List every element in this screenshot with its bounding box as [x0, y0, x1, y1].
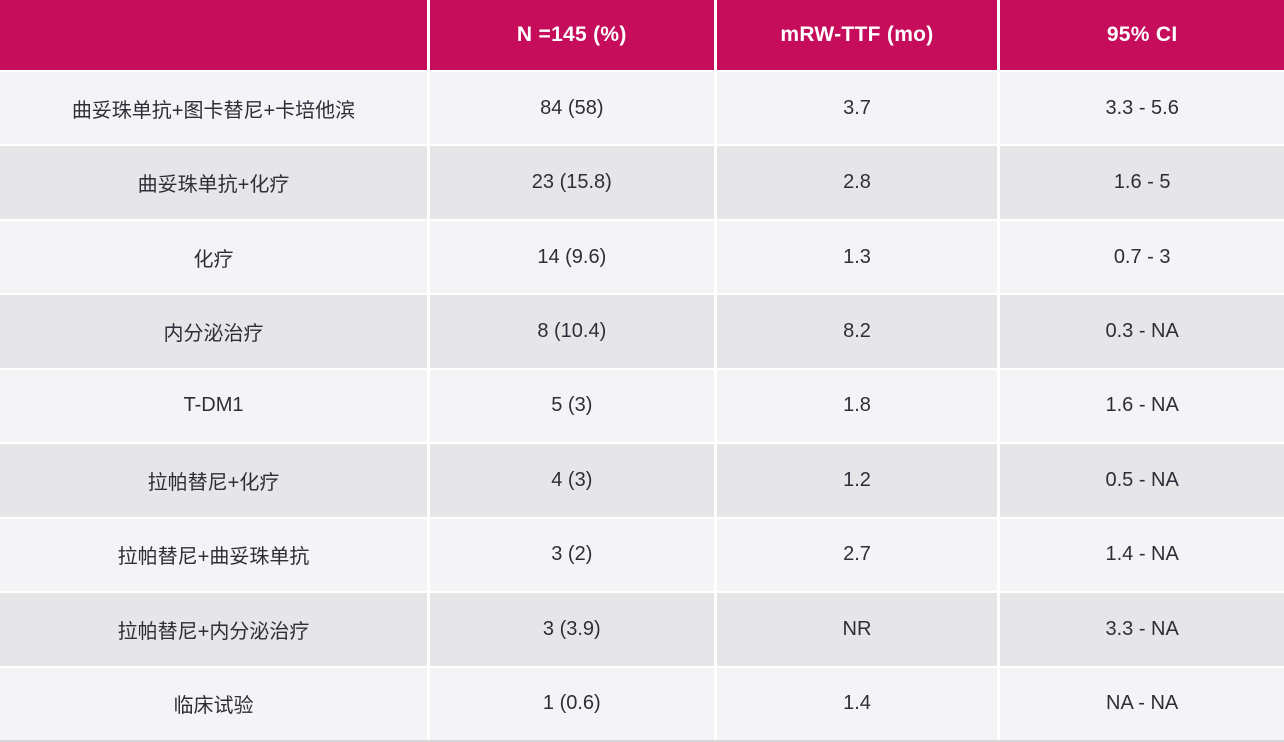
ci-value-cell: 1.6 - 5 [1000, 146, 1284, 219]
column-header-therapy [0, 0, 427, 70]
n-value-cell: 84 (58) [429, 72, 714, 145]
ci-value-cell: 0.7 - 3 [1000, 220, 1284, 294]
therapy-name-cell: T-DM1 [0, 369, 427, 443]
mrw-ttf-value-cell: 2.7 [716, 518, 998, 592]
mrw-ttf-value-cell: 2.8 [716, 146, 998, 219]
ci-value-cell: 3.3 - 5.6 [1000, 72, 1284, 145]
n-value-cell: 1 (0.6) [429, 667, 714, 740]
n-value-cell: 14 (9.6) [429, 220, 714, 294]
ci-value-cell: 0.3 - NA [1000, 295, 1284, 368]
therapy-name-cell: 内分泌治疗 [0, 295, 427, 368]
mrw-ttf-value-cell: 1.4 [716, 667, 998, 740]
therapy-name-cell: 曲妥珠单抗+化疗 [0, 146, 427, 219]
ci-value-cell: NA - NA [1000, 667, 1284, 740]
mrw-ttf-value-cell: NR [716, 593, 998, 666]
mrw-ttf-value-cell: 1.3 [716, 220, 998, 294]
column-header-mrw-ttf: mRW-TTF (mo) [716, 0, 998, 70]
mrw-ttf-value-cell: 1.8 [716, 369, 998, 443]
ci-value-cell: 1.6 - NA [1000, 369, 1284, 443]
n-value-cell: 4 (3) [429, 444, 714, 517]
mrw-ttf-value-cell: 8.2 [716, 295, 998, 368]
ci-value-cell: 0.5 - NA [1000, 444, 1284, 517]
therapy-name-cell: 临床试验 [0, 667, 427, 740]
therapy-name-cell: 拉帕替尼+内分泌治疗 [0, 593, 427, 666]
mrw-ttf-value-cell: 3.7 [716, 72, 998, 145]
therapy-name-cell: 拉帕替尼+曲妥珠单抗 [0, 518, 427, 592]
therapy-name-cell: 化疗 [0, 220, 427, 294]
therapy-name-cell: 曲妥珠单抗+图卡替尼+卡培他滨 [0, 72, 427, 145]
n-value-cell: 8 (10.4) [429, 295, 714, 368]
therapy-name-cell: 拉帕替尼+化疗 [0, 444, 427, 517]
n-value-cell: 23 (15.8) [429, 146, 714, 219]
n-value-cell: 3 (3.9) [429, 593, 714, 666]
mrw-ttf-value-cell: 1.2 [716, 444, 998, 517]
column-header-n: N =145 (%) [429, 0, 714, 70]
column-header-ci: 95% CI [1000, 0, 1284, 70]
ci-value-cell: 1.4 - NA [1000, 518, 1284, 592]
n-value-cell: 3 (2) [429, 518, 714, 592]
n-value-cell: 5 (3) [429, 369, 714, 443]
ci-value-cell: 3.3 - NA [1000, 593, 1284, 666]
